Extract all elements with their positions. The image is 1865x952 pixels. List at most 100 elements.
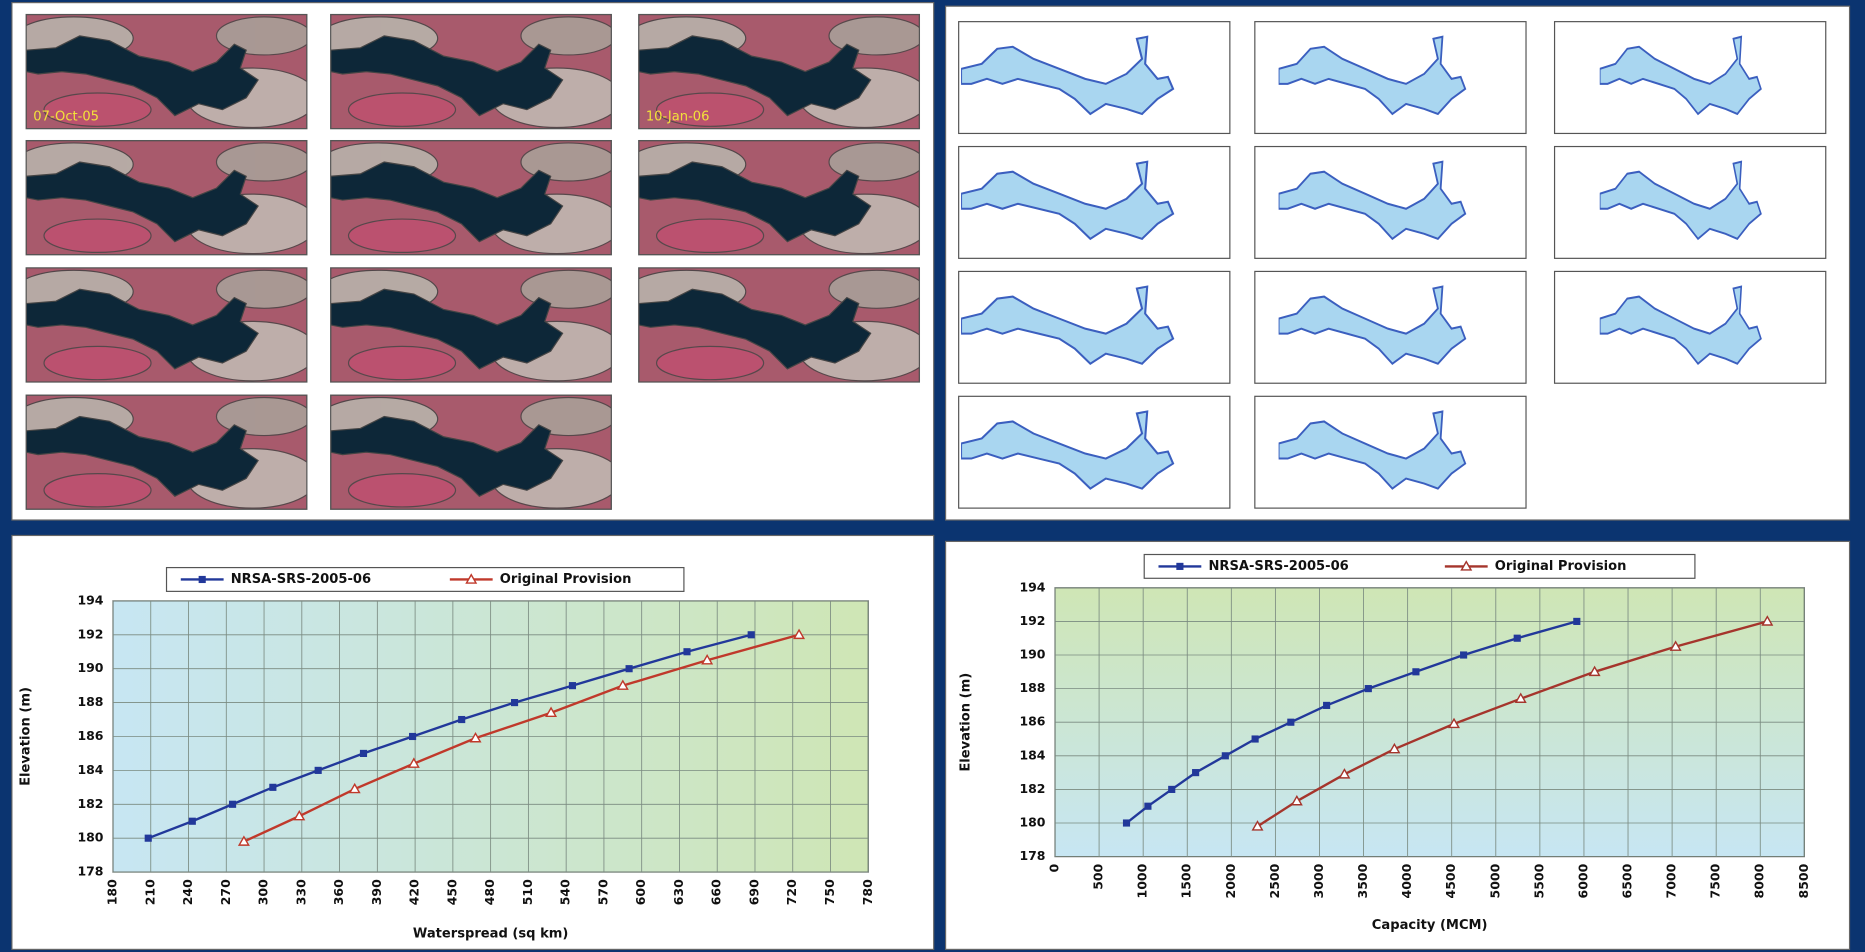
satellite-image xyxy=(14,141,317,255)
marker xyxy=(1412,668,1419,675)
x-tick-label: 7500 xyxy=(1708,863,1723,898)
y-tick-label: 180 xyxy=(77,830,103,845)
y-tick-label: 192 xyxy=(77,626,103,641)
x-tick-label: 8000 xyxy=(1752,863,1767,898)
x-tick-label: 1000 xyxy=(1135,863,1150,898)
x-tick-label: 2500 xyxy=(1267,863,1282,898)
y-tick-label: 188 xyxy=(77,694,103,709)
marker xyxy=(1192,769,1199,776)
y-tick-label: 192 xyxy=(1019,613,1045,628)
y-tick-label: 178 xyxy=(1019,848,1045,863)
x-tick-label: 4000 xyxy=(1399,863,1414,898)
x-tick-label: 330 xyxy=(293,879,308,905)
marker xyxy=(1323,702,1330,709)
marker xyxy=(569,682,576,689)
marker xyxy=(1222,752,1229,759)
x-tick-label: 270 xyxy=(218,879,233,905)
x-tick-label: 6500 xyxy=(1620,863,1635,898)
y-tick-label: 190 xyxy=(77,660,103,675)
marker xyxy=(229,801,236,808)
legend-label: Original Provision xyxy=(500,572,632,587)
y-tick-label: 184 xyxy=(77,762,103,777)
legend-label: NRSA-SRS-2005-06 xyxy=(1208,559,1348,574)
x-axis-title: Waterspread (sq km) xyxy=(413,926,569,941)
legend-label: Original Provision xyxy=(1495,559,1627,574)
marker xyxy=(511,699,518,706)
x-tick-label: 360 xyxy=(331,879,346,905)
legend-label: NRSA-SRS-2005-06 xyxy=(231,572,371,587)
x-tick-label: 540 xyxy=(558,879,573,905)
x-tick-label: 510 xyxy=(520,879,535,905)
marker xyxy=(315,767,322,774)
marker xyxy=(1123,819,1130,826)
x-tick-label: 390 xyxy=(369,879,384,905)
y-tick-label: 190 xyxy=(1019,647,1045,662)
x-tick-label: 690 xyxy=(746,879,761,905)
marker xyxy=(145,835,152,842)
x-tick-label: 240 xyxy=(180,879,195,905)
x-tick-label: 780 xyxy=(860,879,875,905)
marker xyxy=(269,784,276,791)
image-date: 10-Jan-06 xyxy=(646,109,710,124)
image-date: 07-Oct-05 xyxy=(33,109,99,124)
x-tick-label: 420 xyxy=(407,879,422,905)
marker xyxy=(748,631,755,638)
marker xyxy=(683,648,690,655)
marker xyxy=(1287,719,1294,726)
marker xyxy=(1460,651,1467,658)
y-tick-label: 180 xyxy=(1019,815,1045,830)
marker xyxy=(360,750,367,757)
x-tick-label: 5000 xyxy=(1487,863,1502,898)
x-tick-label: 720 xyxy=(784,879,799,905)
marker xyxy=(409,733,416,740)
marker xyxy=(458,716,465,723)
marker xyxy=(1573,618,1580,625)
x-tick-label: 3000 xyxy=(1311,863,1326,898)
satellite-image xyxy=(319,15,622,129)
x-axis-title: Capacity (MCM) xyxy=(1372,918,1488,933)
x-tick-label: 8500 xyxy=(1796,863,1811,898)
x-tick-label: 7000 xyxy=(1664,863,1679,898)
marker xyxy=(1365,685,1372,692)
x-tick-label: 300 xyxy=(256,879,271,905)
satellite-image xyxy=(14,395,317,509)
x-tick-label: 6000 xyxy=(1575,863,1590,898)
x-tick-label: 0 xyxy=(1047,863,1062,872)
marker xyxy=(1168,786,1175,793)
satellite-image xyxy=(319,395,622,509)
marker xyxy=(1176,563,1183,570)
marker xyxy=(1514,635,1521,642)
satellite-image xyxy=(14,268,317,382)
x-tick-label: 1500 xyxy=(1179,863,1194,898)
marker xyxy=(626,665,633,672)
satellite-image xyxy=(627,268,930,382)
y-axis-title: Elevation (m) xyxy=(19,687,34,786)
x-tick-label: 750 xyxy=(822,879,837,905)
x-tick-label: 210 xyxy=(142,879,157,905)
y-tick-label: 188 xyxy=(1019,680,1045,695)
x-tick-label: 500 xyxy=(1091,863,1106,889)
x-tick-label: 570 xyxy=(595,879,610,905)
y-tick-label: 186 xyxy=(77,728,103,743)
x-tick-label: 3500 xyxy=(1355,863,1370,898)
x-tick-label: 4500 xyxy=(1443,863,1458,898)
x-tick-label: 5500 xyxy=(1531,863,1546,898)
y-tick-label: 186 xyxy=(1019,714,1045,729)
x-tick-label: 180 xyxy=(104,879,119,905)
marker xyxy=(189,818,196,825)
marker xyxy=(1252,735,1259,742)
x-tick-label: 660 xyxy=(709,879,724,905)
marker xyxy=(199,576,206,583)
marker xyxy=(1144,803,1151,810)
x-tick-label: 480 xyxy=(482,879,497,905)
page: {"satellite_images": {"dates": ["07-Oct-… xyxy=(0,0,1865,952)
x-tick-label: 450 xyxy=(444,879,459,905)
y-tick-label: 182 xyxy=(1019,781,1045,796)
x-tick-label: 2000 xyxy=(1223,863,1238,898)
y-tick-label: 182 xyxy=(77,796,103,811)
y-tick-label: 184 xyxy=(1019,747,1045,762)
satellite-image xyxy=(319,141,622,255)
x-tick-label: 630 xyxy=(671,879,686,905)
satellite-image xyxy=(627,141,930,255)
x-tick-label: 600 xyxy=(633,879,648,905)
